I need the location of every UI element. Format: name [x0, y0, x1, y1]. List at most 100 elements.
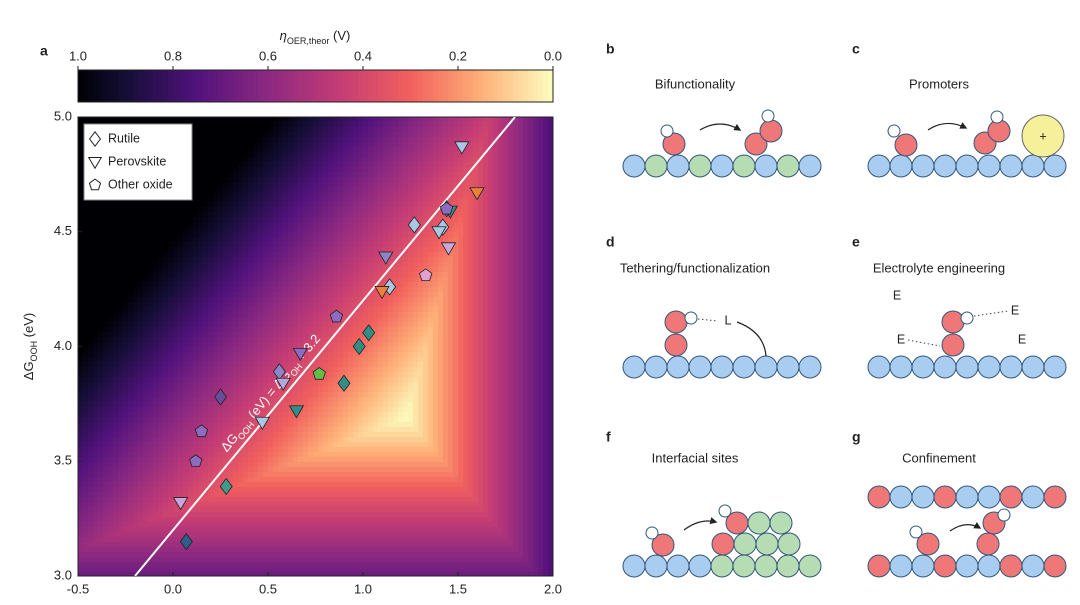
heatmap-cell [238, 557, 244, 563]
heatmap-cell [338, 122, 344, 128]
heatmap-cell [213, 232, 219, 238]
heatmap-cell [93, 317, 99, 323]
heatmap-cell [143, 377, 149, 383]
heatmap-cell [168, 467, 174, 473]
heatmap-cell [343, 352, 349, 358]
heatmap-cell [178, 482, 184, 488]
heatmap-cell [218, 272, 224, 278]
heatmap-cell [203, 222, 209, 228]
heatmap-cell [328, 412, 334, 418]
heatmap-cell [78, 387, 84, 393]
heatmap-cell [288, 402, 294, 408]
heatmap-cell [318, 252, 324, 258]
heatmap-cell [283, 272, 289, 278]
heatmap-cell [278, 557, 284, 563]
heatmap-cell [158, 347, 164, 353]
heatmap-cell [308, 512, 314, 518]
heatmap-cell [338, 562, 344, 568]
heatmap-cell [253, 452, 259, 458]
heatmap-cell [128, 502, 134, 508]
heatmap-cell [173, 382, 179, 388]
heatmap-cell [133, 497, 139, 503]
heatmap-cell [303, 287, 309, 293]
heatmap-cell [298, 362, 304, 368]
heatmap-cell [268, 412, 274, 418]
heatmap-cell [173, 452, 179, 458]
heatmap-cell [88, 322, 94, 328]
heatmap-cell [343, 542, 349, 548]
heatmap-cell [103, 427, 109, 433]
heatmap-cell [118, 352, 124, 358]
heatmap-cell [98, 452, 104, 458]
heatmap-cell [253, 522, 259, 528]
heatmap-cell [313, 227, 319, 233]
heatmap-cell [268, 207, 274, 213]
heatmap-cell [253, 512, 259, 518]
heatmap-cell [133, 517, 139, 523]
heatmap-cell [273, 287, 279, 293]
heatmap-cell [123, 312, 129, 318]
heatmap-cell [118, 572, 124, 576]
heatmap-cell [323, 452, 329, 458]
heatmap-cell [113, 257, 119, 263]
heatmap-cell [208, 202, 214, 208]
heatmap-cell [158, 242, 164, 248]
heatmap-cell [318, 332, 324, 338]
heatmap-cell [288, 432, 294, 438]
heatmap-cell [278, 147, 284, 153]
heatmap-cell [118, 512, 124, 518]
heatmap-cell [268, 527, 274, 533]
heatmap-cell [243, 362, 249, 368]
heatmap-cell [173, 367, 179, 373]
heatmap-cell [318, 307, 324, 313]
heatmap-cell [308, 342, 314, 348]
heatmap-cell [273, 347, 279, 353]
heatmap-cell [308, 187, 314, 193]
heatmap-cell [188, 412, 194, 418]
heatmap-cell [193, 157, 199, 163]
heatmap-cell [268, 497, 274, 503]
heatmap-cell [323, 337, 329, 343]
heatmap-cell [253, 442, 259, 448]
heatmap-cell [153, 447, 159, 453]
heatmap-cell [78, 282, 84, 288]
heatmap-cell [248, 537, 254, 543]
heatmap-cell [203, 332, 209, 338]
heatmap-cell [333, 267, 339, 273]
heatmap-cell [283, 372, 289, 378]
heatmap-cell [168, 552, 174, 558]
heatmap-cell [163, 287, 169, 293]
heatmap-cell [103, 397, 109, 403]
heatmap-cell [298, 267, 304, 273]
heatmap-cell [103, 232, 109, 238]
heatmap-cell [128, 282, 134, 288]
heatmap-cell [148, 457, 154, 463]
heatmap-cell [283, 507, 289, 513]
heatmap-cell [78, 522, 84, 528]
heatmap-cell [203, 407, 209, 413]
heatmap-cell [188, 287, 194, 293]
heatmap-cell [88, 532, 94, 538]
heatmap-cell [248, 477, 254, 483]
heatmap-cell [263, 242, 269, 248]
heatmap-cell [298, 422, 304, 428]
heatmap-cell [333, 127, 339, 133]
heatmap-cell [333, 322, 339, 328]
heatmap-cell [148, 537, 154, 543]
heatmap-cell [243, 472, 249, 478]
heatmap-cell [143, 287, 149, 293]
heatmap-cell [128, 257, 134, 263]
heatmap-cell [203, 352, 209, 358]
heatmap-cell [268, 182, 274, 188]
heatmap-cell [143, 317, 149, 323]
heatmap-cell [308, 387, 314, 393]
heatmap-cell [123, 527, 129, 533]
heatmap-cell [313, 202, 319, 208]
heatmap-cell [118, 462, 124, 468]
heatmap-cell [78, 177, 84, 183]
heatmap-cell [278, 567, 284, 573]
heatmap-cell [273, 182, 279, 188]
heatmap-cell [158, 332, 164, 338]
heatmap-cell [213, 522, 219, 528]
heatmap-cell [118, 427, 124, 433]
